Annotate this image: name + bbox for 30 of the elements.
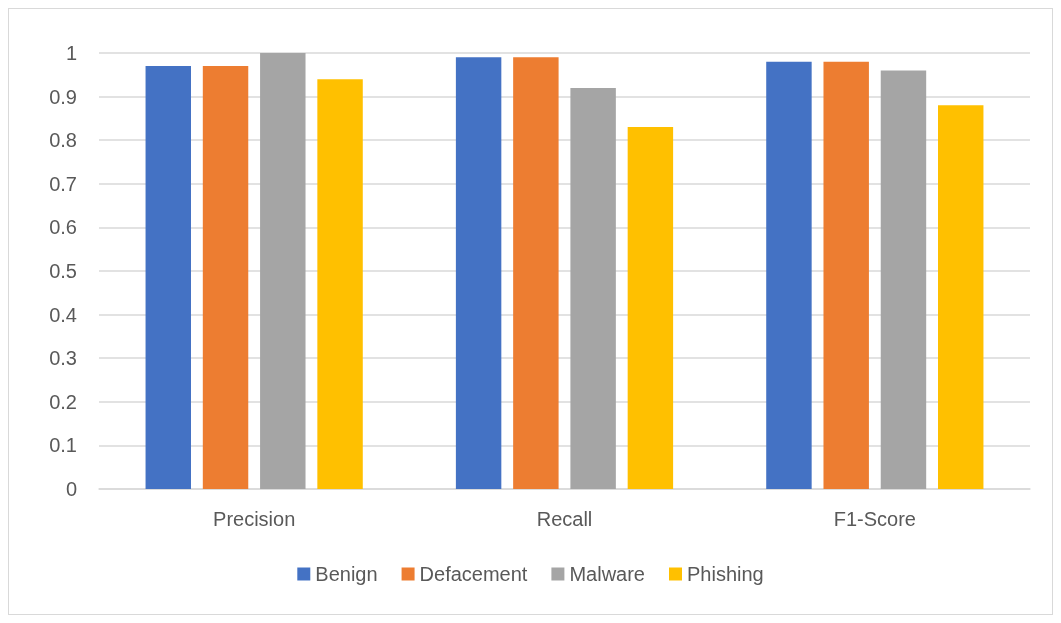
y-tick-label: 0.3 bbox=[49, 347, 77, 370]
y-tick-label: 0.5 bbox=[49, 260, 77, 282]
x-tick-label: Precision bbox=[213, 508, 296, 530]
bar bbox=[880, 70, 927, 489]
legend-label: Benign bbox=[315, 563, 378, 585]
y-tick-label: 0.2 bbox=[49, 390, 77, 413]
x-tick-label: F1-Score bbox=[833, 508, 916, 530]
bar bbox=[570, 87, 616, 489]
y-tick-label: 0.8 bbox=[49, 129, 77, 152]
legend-label: Phishing bbox=[686, 563, 764, 585]
bar bbox=[202, 66, 249, 489]
y-tick-label: 0.7 bbox=[49, 172, 77, 195]
bar bbox=[766, 61, 812, 489]
y-tick-label: 0.1 bbox=[49, 434, 77, 457]
legend-label: Defacement bbox=[419, 563, 528, 585]
x-tick-label: Recall bbox=[536, 508, 593, 530]
bar bbox=[317, 79, 363, 489]
bar bbox=[513, 57, 559, 489]
bar bbox=[823, 61, 869, 489]
bar bbox=[455, 57, 502, 489]
y-tick-label: 1 bbox=[65, 42, 77, 64]
legend-label: Malware bbox=[569, 563, 645, 585]
bar bbox=[145, 66, 191, 489]
y-tick-label: 0.9 bbox=[49, 85, 77, 108]
y-tick-label: 0 bbox=[65, 478, 77, 500]
bar bbox=[627, 127, 674, 489]
bar bbox=[938, 105, 984, 489]
bar bbox=[260, 53, 306, 489]
y-tick-label: 0.4 bbox=[49, 303, 77, 326]
y-tick-label: 0.6 bbox=[49, 216, 77, 239]
